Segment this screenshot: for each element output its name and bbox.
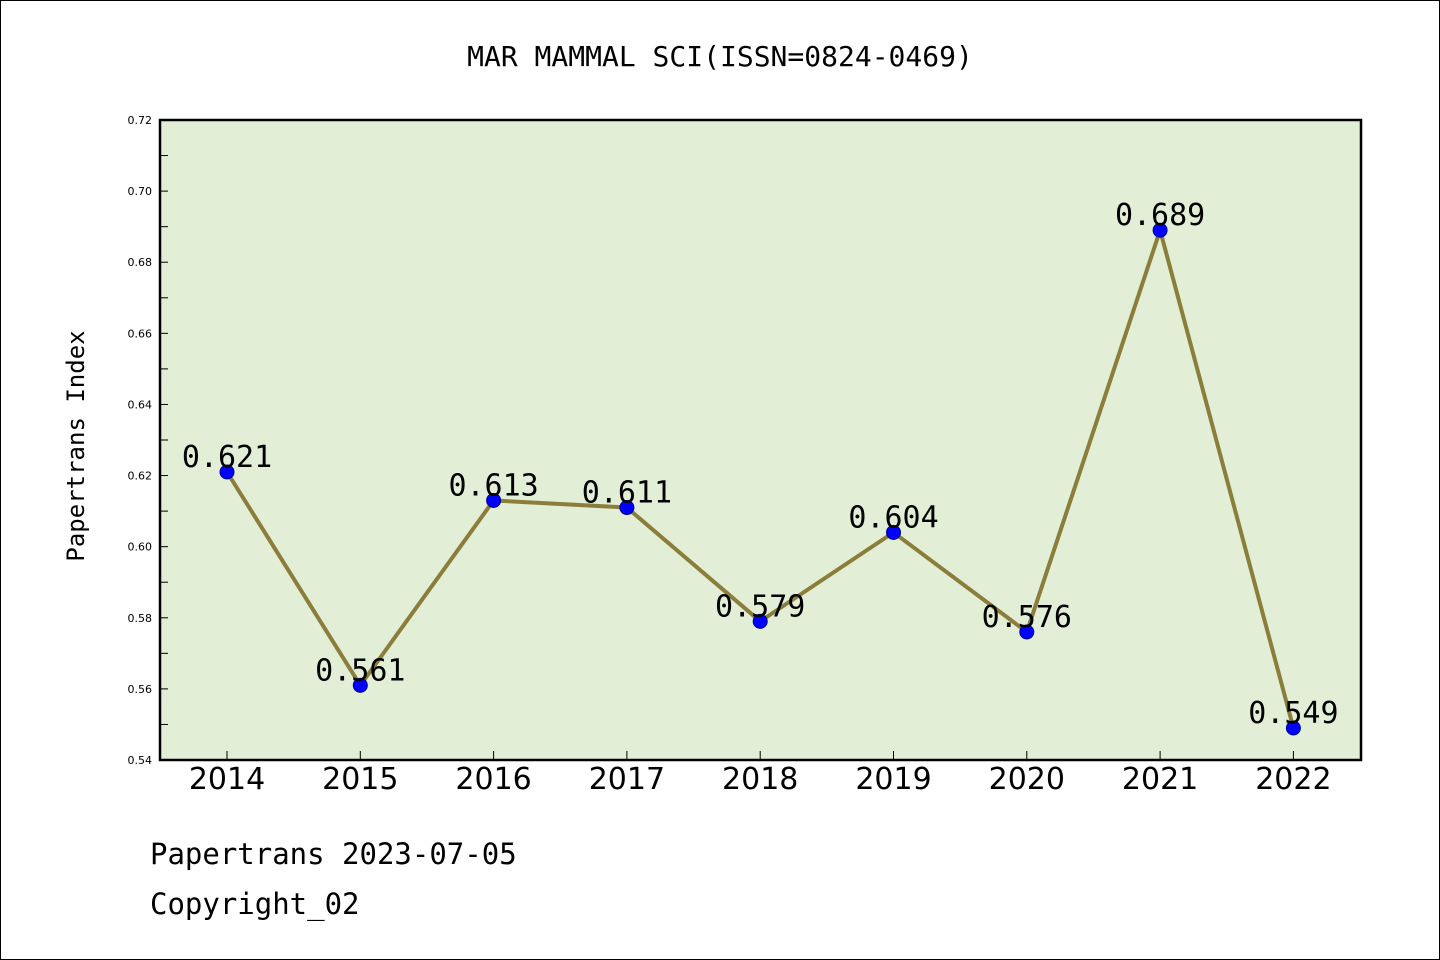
plot-border	[158, 118, 1363, 762]
x-tick-label: 2019	[855, 762, 931, 797]
x-axis: 2014 2015 2016 2017 2018 2019 2020 2021 2022	[189, 751, 1332, 797]
x-tick-label: 2022	[1255, 762, 1331, 797]
y-tick-label: 0.62	[128, 470, 153, 483]
data-label-group: 0.621 0.561 0.613 0.611 0.579 0.604 0.576 0.689…	[182, 198, 1339, 731]
y-axis: 0.54 0.56 0.58 0.60 0.62 0.64 0.66 0.68 0.70 0.72	[128, 114, 168, 767]
data-point-2018	[752, 613, 768, 629]
data-label-2018: 0.579	[715, 589, 805, 624]
y-tick-label: 0.64	[128, 398, 153, 411]
x-tick-label: 2015	[322, 762, 398, 797]
data-label-2021: 0.689	[1115, 198, 1205, 233]
y-tick-label: 0.60	[128, 541, 153, 554]
data-point-2015	[352, 677, 368, 693]
marker-group	[219, 222, 1301, 736]
footer-date: Papertrans 2023-07-05	[150, 837, 517, 871]
y-tick-label: 0.58	[128, 612, 153, 625]
data-label-2020: 0.576	[982, 600, 1072, 635]
y-tick-label: 0.66	[128, 327, 153, 340]
data-label-2019: 0.604	[848, 500, 938, 535]
chart-title: MAR MAMMAL SCI(ISSN=0824-0469)	[467, 40, 973, 73]
x-tick-label: 2021	[1122, 762, 1198, 797]
y-tick-label: 0.68	[128, 256, 153, 269]
data-point-2022	[1285, 720, 1301, 736]
data-point-2017	[619, 500, 635, 516]
y-axis-label: Papertrans Index	[62, 330, 90, 561]
data-label-2015: 0.561	[315, 653, 405, 688]
y-tick-label: 0.56	[128, 683, 153, 696]
x-tick-label: 2020	[989, 762, 1065, 797]
x-tick-label: 2017	[589, 762, 665, 797]
data-label-2017: 0.611	[582, 476, 672, 511]
footer-copyright: Copyright_02	[150, 887, 360, 922]
data-point-2016	[486, 492, 502, 508]
x-tick-label: 2014	[189, 762, 265, 797]
y-tick-label: 0.54	[128, 754, 153, 767]
y-tick-label: 0.72	[128, 114, 153, 127]
data-point-2019	[886, 524, 901, 540]
x-tick-label: 2016	[455, 762, 531, 797]
y-tick-label: 0.70	[128, 185, 153, 198]
data-point-2021	[1152, 222, 1168, 238]
data-label-2016: 0.613	[448, 468, 538, 503]
data-label-2022: 0.549	[1248, 696, 1338, 731]
data-point-2020	[1019, 624, 1035, 640]
data-label-2014: 0.621	[182, 440, 272, 475]
x-tick-label: 2018	[722, 762, 798, 797]
data-point-2014	[219, 464, 235, 480]
